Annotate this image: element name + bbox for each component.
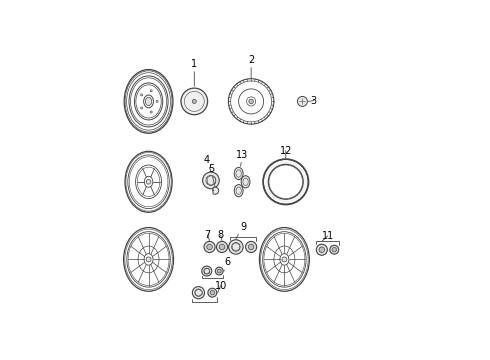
Circle shape — [319, 247, 324, 252]
Ellipse shape — [241, 176, 250, 188]
Circle shape — [216, 267, 223, 275]
Circle shape — [208, 288, 217, 297]
Circle shape — [217, 242, 227, 252]
Circle shape — [332, 247, 337, 252]
Circle shape — [146, 179, 151, 184]
Circle shape — [203, 172, 219, 189]
Circle shape — [245, 242, 257, 252]
Text: 3: 3 — [308, 96, 317, 105]
Ellipse shape — [146, 97, 152, 105]
Text: 10: 10 — [215, 281, 227, 293]
Text: 7: 7 — [204, 230, 210, 240]
Circle shape — [181, 88, 208, 115]
Circle shape — [207, 244, 212, 250]
Circle shape — [219, 244, 225, 250]
Circle shape — [217, 269, 221, 273]
Text: 4: 4 — [203, 155, 211, 171]
Circle shape — [193, 287, 204, 299]
Text: 6: 6 — [224, 257, 231, 271]
Circle shape — [269, 164, 303, 199]
Circle shape — [249, 99, 253, 104]
Text: 11: 11 — [322, 231, 334, 242]
Circle shape — [202, 266, 212, 276]
Text: 2: 2 — [248, 55, 254, 78]
Circle shape — [210, 291, 215, 295]
Text: 5: 5 — [208, 164, 215, 187]
Circle shape — [204, 242, 215, 252]
Circle shape — [229, 240, 243, 254]
Ellipse shape — [234, 167, 243, 180]
Circle shape — [330, 245, 339, 254]
Circle shape — [297, 96, 307, 107]
Circle shape — [263, 159, 309, 204]
Circle shape — [248, 244, 254, 250]
Text: 12: 12 — [280, 146, 292, 158]
Text: 1: 1 — [191, 59, 197, 86]
Text: 13: 13 — [236, 150, 248, 166]
Text: 8: 8 — [218, 230, 224, 240]
Circle shape — [192, 99, 196, 103]
Text: 9: 9 — [236, 222, 246, 239]
Polygon shape — [213, 187, 219, 194]
Circle shape — [316, 244, 327, 255]
Ellipse shape — [234, 185, 243, 197]
Circle shape — [146, 257, 151, 262]
Circle shape — [282, 257, 287, 262]
